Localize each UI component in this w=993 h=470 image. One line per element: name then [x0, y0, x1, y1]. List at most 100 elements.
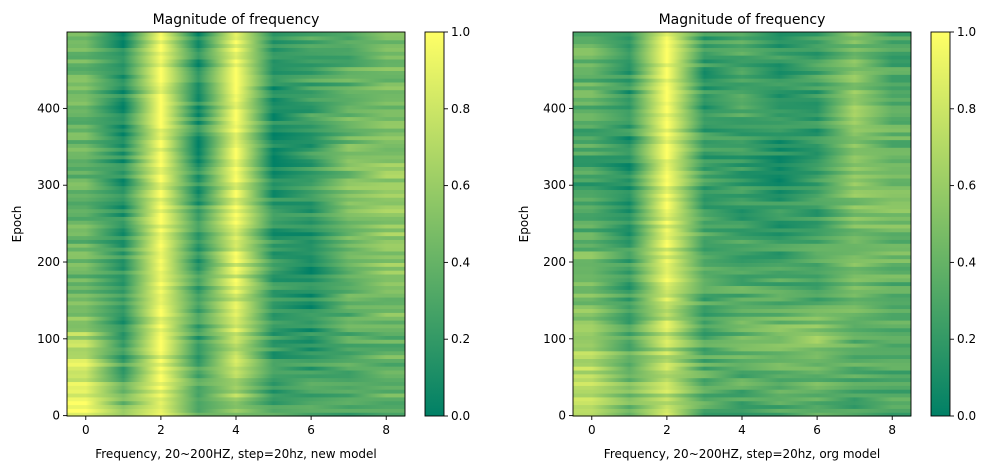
right-heatmap-row — [573, 81, 911, 87]
left-ytick-label: 0 — [52, 409, 60, 423]
left-xtick-label: 4 — [232, 423, 240, 437]
left-xtick-label: 8 — [382, 423, 390, 437]
left-heatmap-row — [67, 331, 405, 336]
left-heatmap-row — [67, 166, 405, 171]
left-heatmap-row — [67, 300, 405, 306]
right-heatmap-row — [573, 135, 911, 141]
right-heatmap-row — [573, 304, 911, 310]
right-heatmap-row — [573, 385, 911, 390]
right-heatmap-row — [573, 373, 911, 379]
right-heatmap-row — [573, 323, 911, 329]
right-heatmap-row — [573, 97, 911, 102]
left-heatmap-row — [67, 396, 405, 402]
left-heatmap-row — [67, 112, 405, 118]
left-chart-title: Magnitude of frequency — [153, 12, 320, 28]
left-heatmap-row — [67, 93, 405, 98]
left-heatmap-row — [67, 227, 405, 233]
left-heatmap-row — [67, 197, 405, 202]
left-heatmap — [67, 32, 405, 417]
right-heatmap-row — [573, 108, 911, 114]
left-heatmap-row — [67, 254, 405, 260]
left-heatmap-row — [67, 135, 405, 141]
right-heatmap-row — [573, 154, 911, 160]
left-heatmap-row — [67, 151, 405, 156]
right-heatmap-row — [573, 139, 911, 144]
right-heatmap-row — [573, 400, 911, 406]
left-heatmap-row — [67, 258, 405, 263]
left-heatmap-row — [67, 108, 405, 114]
left-heatmap-row — [67, 316, 405, 321]
left-heatmap-row — [67, 362, 405, 367]
right-heatmap-row — [573, 62, 911, 68]
left-heatmap-row — [67, 369, 405, 375]
right-heatmap-row — [573, 43, 911, 48]
left-heatmap-row — [67, 262, 405, 267]
right-heatmap-row — [573, 227, 911, 233]
right-heatmap-row — [573, 320, 911, 325]
right-heatmap-row — [573, 396, 911, 402]
right-heatmap-row — [573, 343, 911, 348]
right-heatmap-row — [573, 200, 911, 206]
left-heatmap-row — [67, 181, 405, 187]
right-heatmap-row — [573, 392, 911, 398]
left-heatmap-row — [67, 174, 405, 179]
right-heatmap-row — [573, 247, 911, 252]
right-colorbar-tick-label: 0.2 — [957, 332, 976, 346]
left-heatmap-row — [67, 131, 405, 137]
left-heatmap-row — [67, 350, 405, 356]
left-xtick-label: 0 — [82, 423, 90, 437]
right-heatmap-row — [573, 208, 911, 214]
left-heatmap-row — [67, 128, 405, 133]
left-heatmap-row — [67, 247, 405, 252]
left-heatmap-row — [67, 85, 405, 91]
right-heatmap-row — [573, 143, 911, 148]
right-heatmap-row — [573, 101, 911, 106]
left-heatmap-row — [67, 250, 405, 256]
left-heatmap-row — [67, 43, 405, 48]
right-xtick-label: 2 — [663, 423, 671, 437]
left-heatmap-row — [67, 385, 405, 390]
right-colorbar — [930, 31, 951, 417]
left-heatmap-row — [67, 400, 405, 406]
left-ytick-label: 400 — [37, 101, 60, 115]
right-panel: Magnitude of frequency 0 2 4 6 8 0 100 200 300 40… — [517, 12, 976, 461]
right-heatmap-row — [573, 66, 911, 71]
right-ytick-label: 100 — [543, 332, 566, 346]
left-heatmap-row — [67, 32, 405, 37]
left-axes: 0 2 4 6 8 0 100 200 300 400 — [37, 101, 390, 437]
right-heatmap-row — [573, 281, 911, 287]
right-heatmap-row — [573, 262, 911, 267]
left-heatmap-row — [67, 116, 405, 121]
right-ytick-label: 300 — [543, 178, 566, 192]
left-heatmap-row — [67, 304, 405, 310]
left-heatmap-row — [67, 62, 405, 68]
left-colorbar-tick-label: 0.6 — [451, 179, 470, 193]
left-heatmap-row — [67, 404, 405, 409]
left-heatmap-row — [67, 327, 405, 333]
left-colorbar-tick-label: 0.8 — [451, 102, 470, 116]
right-heatmap-row — [573, 58, 911, 64]
right-heatmap-row — [573, 224, 911, 229]
left-xlabel: Frequency, 20~200HZ, step=20hz, new mode… — [95, 447, 377, 461]
left-colorbar-tick-label: 0.0 — [451, 409, 470, 423]
left-heatmap-row — [67, 139, 405, 144]
left-heatmap-row — [67, 101, 405, 106]
left-heatmap-row — [67, 358, 405, 363]
right-axes: 0 2 4 6 8 0 100 200 300 400 — [543, 101, 896, 437]
right-heatmap-row — [573, 308, 911, 313]
right-xtick-label: 8 — [888, 423, 896, 437]
right-heatmap-row — [573, 366, 911, 371]
right-ytick-label: 400 — [543, 101, 566, 115]
right-heatmap-row — [573, 358, 911, 363]
left-colorbar — [424, 31, 445, 417]
right-heatmap-row — [573, 270, 911, 275]
right-xtick-label: 6 — [813, 423, 821, 437]
left-heatmap-row — [67, 373, 405, 379]
right-heatmap-row — [573, 412, 911, 417]
left-heatmap-row — [67, 204, 405, 210]
right-xlabel: Frequency, 20~200HZ, step=20hz, org mode… — [604, 447, 880, 461]
right-heatmap-row — [573, 243, 911, 248]
left-xtick-label: 6 — [307, 423, 315, 437]
right-heatmap-row — [573, 316, 911, 321]
right-heatmap-row — [573, 47, 911, 52]
